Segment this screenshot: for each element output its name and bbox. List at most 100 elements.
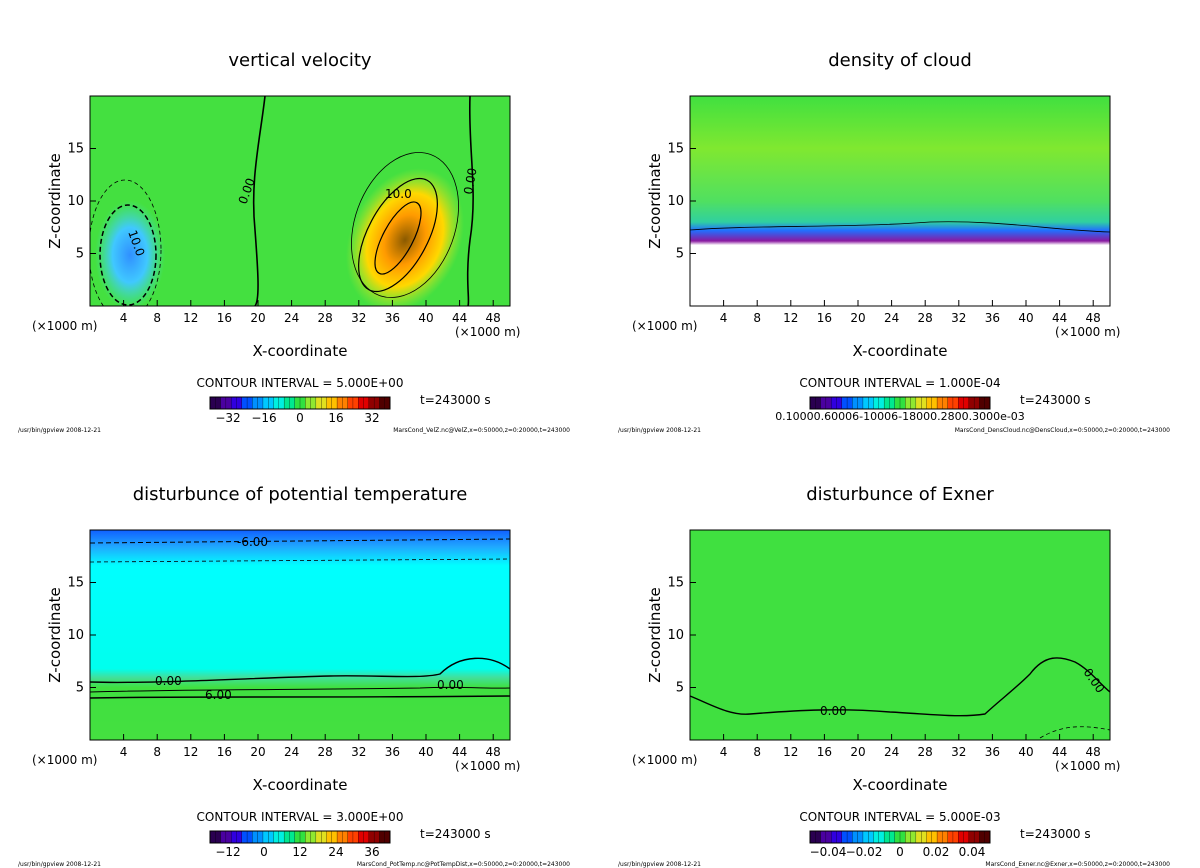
contour-line	[351, 152, 459, 298]
contour-label: 0.00	[155, 674, 182, 688]
x-tick-label: 16	[817, 745, 832, 759]
colorbar-segment	[868, 830, 874, 844]
colorbar-segment	[352, 396, 359, 410]
contour-interval: CONTOUR INTERVAL = 3.000E+00	[197, 810, 404, 824]
colorbar-segment	[379, 396, 386, 410]
y-tick-label: 5	[676, 681, 684, 696]
x-tick-label: 8	[753, 311, 761, 325]
contour-line	[90, 686, 510, 693]
colorbar-segment	[363, 396, 370, 410]
colorbar-segment	[831, 396, 837, 410]
colorbar-segment	[273, 396, 280, 410]
x-tick-label: 4	[120, 311, 128, 325]
contour-line	[689, 657, 1111, 717]
colorbar-segment	[952, 830, 959, 844]
colorbar-segment	[836, 830, 843, 844]
colorbar-segment	[289, 830, 296, 844]
colorbar-segment	[278, 830, 285, 844]
x-tick-label: 4	[720, 745, 728, 759]
contour-line	[374, 201, 422, 275]
x-tick-label: 28	[318, 745, 333, 759]
colorbar-segment	[231, 830, 237, 844]
y-axis-label: Z-coordinate	[46, 153, 64, 248]
footer-right: MarsCond_DensCloud.nc@DensCloud,x=0:5000…	[955, 427, 1170, 434]
colorbar-segment	[268, 830, 274, 844]
footer-left: /usr/bin/gpview 2008-12-21	[18, 861, 101, 868]
colorbar-tick-label: 36	[364, 845, 379, 859]
colorbar-tick-label: −12	[215, 845, 240, 859]
contour-label: 0.00	[437, 678, 464, 692]
colorbar-segment	[878, 830, 885, 844]
colorbar-segment	[883, 830, 890, 844]
colorbar-segment	[852, 830, 859, 844]
colorbar-segment	[936, 396, 943, 410]
x-tick-label: 4	[720, 311, 728, 325]
colorbar-segment	[220, 396, 227, 410]
colorbar-segment	[868, 396, 874, 410]
x-tick-label: 48	[486, 311, 501, 325]
colorbar-segment	[379, 830, 386, 844]
x-tick-label: 32	[951, 745, 966, 759]
x-tick-label: 28	[318, 311, 333, 325]
x-tick-label: 40	[418, 745, 433, 759]
colorbar-segment	[984, 830, 991, 844]
x-tick-label: 28	[918, 745, 933, 759]
x-axis-label: X-coordinate	[253, 342, 348, 360]
colorbar-segment	[294, 396, 301, 410]
colorbar-segment	[315, 830, 322, 844]
colorbar-segment	[336, 396, 343, 410]
plot-background	[690, 96, 1110, 306]
x-axis-label: X-coordinate	[853, 342, 948, 360]
x-tick-label: 28	[918, 311, 933, 325]
x-tick-label: 32	[951, 311, 966, 325]
y-tick-label: 15	[67, 142, 84, 157]
colorbar-segment	[352, 830, 359, 844]
colorbar-segment	[883, 396, 890, 410]
colorbar-segment	[236, 830, 243, 844]
colorbar-segment	[241, 830, 248, 844]
colorbar-segment	[215, 396, 222, 410]
colorbar-segment	[910, 830, 917, 844]
x-tick-label: 12	[783, 311, 798, 325]
x-tick-label: 36	[385, 745, 400, 759]
colorbar-segment	[931, 830, 938, 844]
colorbar-tick-label: 12	[292, 845, 307, 859]
x-tick-label: 40	[1018, 311, 1033, 325]
footer-left: /usr/bin/gpview 2008-12-21	[18, 427, 101, 434]
colorbar-segment	[321, 830, 327, 844]
x-tick-label: 8	[753, 745, 761, 759]
x-tick-label: 24	[284, 745, 299, 759]
x-axis-label: X-coordinate	[853, 776, 948, 794]
footer-left: /usr/bin/gpview 2008-12-21	[618, 861, 701, 868]
colorbar-segment	[820, 830, 827, 844]
colorbar-segment	[278, 396, 285, 410]
colorbar-segment	[841, 830, 848, 844]
x-unit-right: (×1000 m)	[1055, 325, 1120, 339]
colorbar-segment	[889, 830, 896, 844]
downdraft-region	[95, 200, 165, 306]
y-axis-label: Z-coordinate	[46, 587, 64, 682]
colorbar-segment	[268, 396, 274, 410]
x-tick-label: 24	[284, 311, 299, 325]
colorbar-segment	[936, 830, 943, 844]
colorbar-segment	[889, 396, 896, 410]
x-tick-label: 44	[1052, 311, 1067, 325]
colorbar-segment	[979, 830, 986, 844]
colorbar	[809, 830, 991, 844]
panel-vertical-velocity: vertical velocity	[0, 0, 600, 434]
contour-label: 0.00	[461, 167, 479, 196]
contour-line	[252, 96, 266, 306]
x-tick-label: 32	[351, 745, 366, 759]
x-tick-label: 16	[817, 311, 832, 325]
x-tick-label: 12	[183, 311, 198, 325]
time-label: t=243000 s	[420, 827, 491, 841]
colorbar-segment	[852, 396, 859, 410]
colorbar-tick-label: 0.02	[923, 845, 950, 859]
colorbar-tick-label: 32	[364, 411, 379, 425]
colorbar-segment	[905, 396, 912, 410]
x-tick-label: 20	[850, 311, 865, 325]
x-tick-label: 32	[351, 311, 366, 325]
colorbar-segment	[231, 396, 237, 410]
colorbar-segment	[283, 396, 290, 410]
